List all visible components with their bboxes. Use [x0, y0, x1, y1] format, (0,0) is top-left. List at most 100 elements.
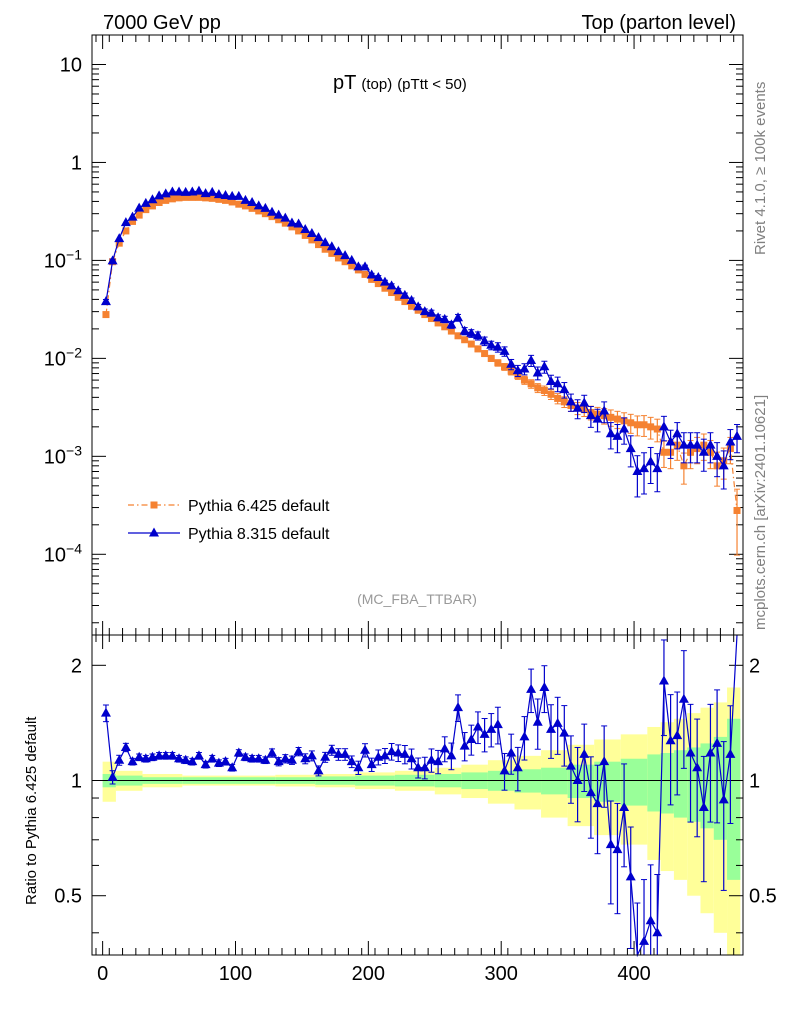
- ratio-data-point: [685, 747, 696, 757]
- data-point-pythia8: [526, 355, 537, 365]
- data-point-pythia8: [426, 307, 437, 317]
- ratio-data-point: [512, 762, 523, 772]
- data-point-pythia6: [328, 249, 336, 257]
- ratio-data-point: [665, 735, 676, 745]
- x-tick-label: 300: [485, 963, 518, 985]
- ratio-data-point: [439, 743, 450, 753]
- ratio-data-point: [399, 748, 410, 758]
- data-point-pythia8: [326, 241, 337, 251]
- data-point-pythia8: [725, 436, 736, 446]
- data-point-pythia6: [348, 262, 356, 270]
- ratio-data-point: [340, 748, 351, 758]
- ratio-y-tick-label-left: 0.5: [54, 886, 82, 908]
- ratio-data-point: [100, 707, 111, 717]
- data-point-pythia6: [334, 254, 342, 262]
- inner-uncertainty-band: [541, 767, 568, 795]
- data-point-pythia8: [406, 294, 417, 304]
- ratio-data-point: [639, 935, 650, 945]
- ratio-data-point: [379, 750, 390, 760]
- ratio-data-point: [260, 754, 271, 764]
- ratio-y-axis-label: Ratio to Pythia 6.425 default: [23, 716, 40, 905]
- data-point-pythia6: [268, 213, 276, 221]
- ratio-data-point: [658, 675, 669, 685]
- ratio-data-point: [253, 753, 264, 763]
- y-tick-label: 10−1: [44, 246, 82, 272]
- data-point-pythia8: [140, 197, 151, 207]
- data-point-pythia6: [321, 245, 329, 253]
- y-tick-base: 10: [44, 544, 66, 566]
- analysis-label: (MC_FBA_TTBAR): [357, 591, 477, 607]
- plot-title: pT (top) (pTtt < 50): [333, 72, 467, 94]
- data-point-pythia6: [554, 394, 562, 402]
- data-point-pythia8: [439, 313, 450, 323]
- data-point-pythia8: [240, 194, 251, 204]
- data-point-pythia6: [394, 293, 402, 301]
- data-point-pythia8: [373, 271, 384, 281]
- ratio-data-point: [313, 765, 324, 775]
- ratio-data-point: [207, 753, 218, 763]
- data-point-pythia8: [672, 428, 683, 438]
- data-point-pythia6: [162, 196, 170, 204]
- data-point-pythia8: [399, 289, 410, 299]
- data-point-pythia8: [652, 463, 663, 473]
- ratio-data-point: [353, 762, 364, 772]
- ratio-data-point: [619, 802, 630, 812]
- data-point-pythia6: [447, 327, 455, 335]
- data-point-pythia6: [474, 345, 482, 353]
- ratio-data-point: [273, 756, 284, 766]
- data-point-pythia6: [507, 367, 515, 375]
- ratio-data-point: [572, 775, 583, 785]
- data-point-pythia8: [433, 312, 444, 322]
- data-point-pythia6: [142, 206, 150, 214]
- ratio-frame: [91, 634, 744, 956]
- data-point-pythia8: [599, 405, 610, 415]
- ratio-data-point: [220, 756, 231, 766]
- data-point-pythia8: [180, 186, 191, 196]
- inner-uncertainty-band: [673, 750, 688, 818]
- data-point-pythia8: [605, 428, 616, 438]
- data-point-pythia6: [248, 204, 256, 212]
- data-point-pythia8: [227, 190, 238, 200]
- data-point-pythia6: [427, 315, 435, 323]
- data-point-pythia8: [519, 363, 530, 373]
- data-point-pythia6: [660, 448, 668, 456]
- ratio-data-point: [672, 730, 683, 740]
- data-point-pythia8: [167, 186, 178, 196]
- ratio-data-point: [479, 728, 490, 738]
- ratio-data-point: [160, 750, 171, 760]
- y-tick-base: 10: [60, 54, 82, 76]
- legend: Pythia 6.425 default Pythia 8.315 defaul…: [128, 498, 330, 543]
- plot-title-cut: (pTtt < 50): [397, 76, 467, 93]
- data-point-pythia6: [275, 216, 283, 224]
- ratio-data-point: [320, 751, 331, 761]
- data-point-pythia8: [539, 361, 550, 371]
- ratio-data-point: [532, 716, 543, 726]
- data-point-pythia8: [506, 358, 517, 368]
- data-point-pythia6: [381, 284, 389, 292]
- ratio-data-point: [286, 754, 297, 764]
- data-point-pythia6: [494, 359, 502, 367]
- data-point-pythia6: [261, 210, 269, 218]
- data-point-pythia8: [333, 246, 344, 256]
- data-point-pythia6: [501, 363, 509, 371]
- data-point-pythia8: [340, 250, 351, 260]
- ratio-data-point: [692, 762, 703, 772]
- plot-title-main: pT: [333, 72, 356, 94]
- data-point-pythia6: [388, 289, 396, 297]
- data-point-pythia6: [215, 195, 223, 203]
- data-point-pythia8: [479, 335, 490, 345]
- ratio-data-point: [406, 753, 417, 763]
- data-point-pythia8: [459, 325, 470, 335]
- ratio-data-point: [419, 762, 430, 772]
- y-tick-base: 1: [71, 152, 82, 174]
- ratio-data-point: [240, 751, 251, 761]
- data-point-pythia6: [135, 211, 143, 219]
- ratio-data-point: [605, 839, 616, 849]
- ratio-data-point: [167, 750, 178, 760]
- data-point-pythia8: [552, 378, 563, 388]
- ratio-data-point: [678, 693, 689, 703]
- data-point-pythia8: [712, 450, 723, 460]
- data-point-pythia6: [255, 207, 263, 215]
- ratio-data-point: [366, 759, 377, 769]
- x-tick-label: 100: [219, 963, 252, 985]
